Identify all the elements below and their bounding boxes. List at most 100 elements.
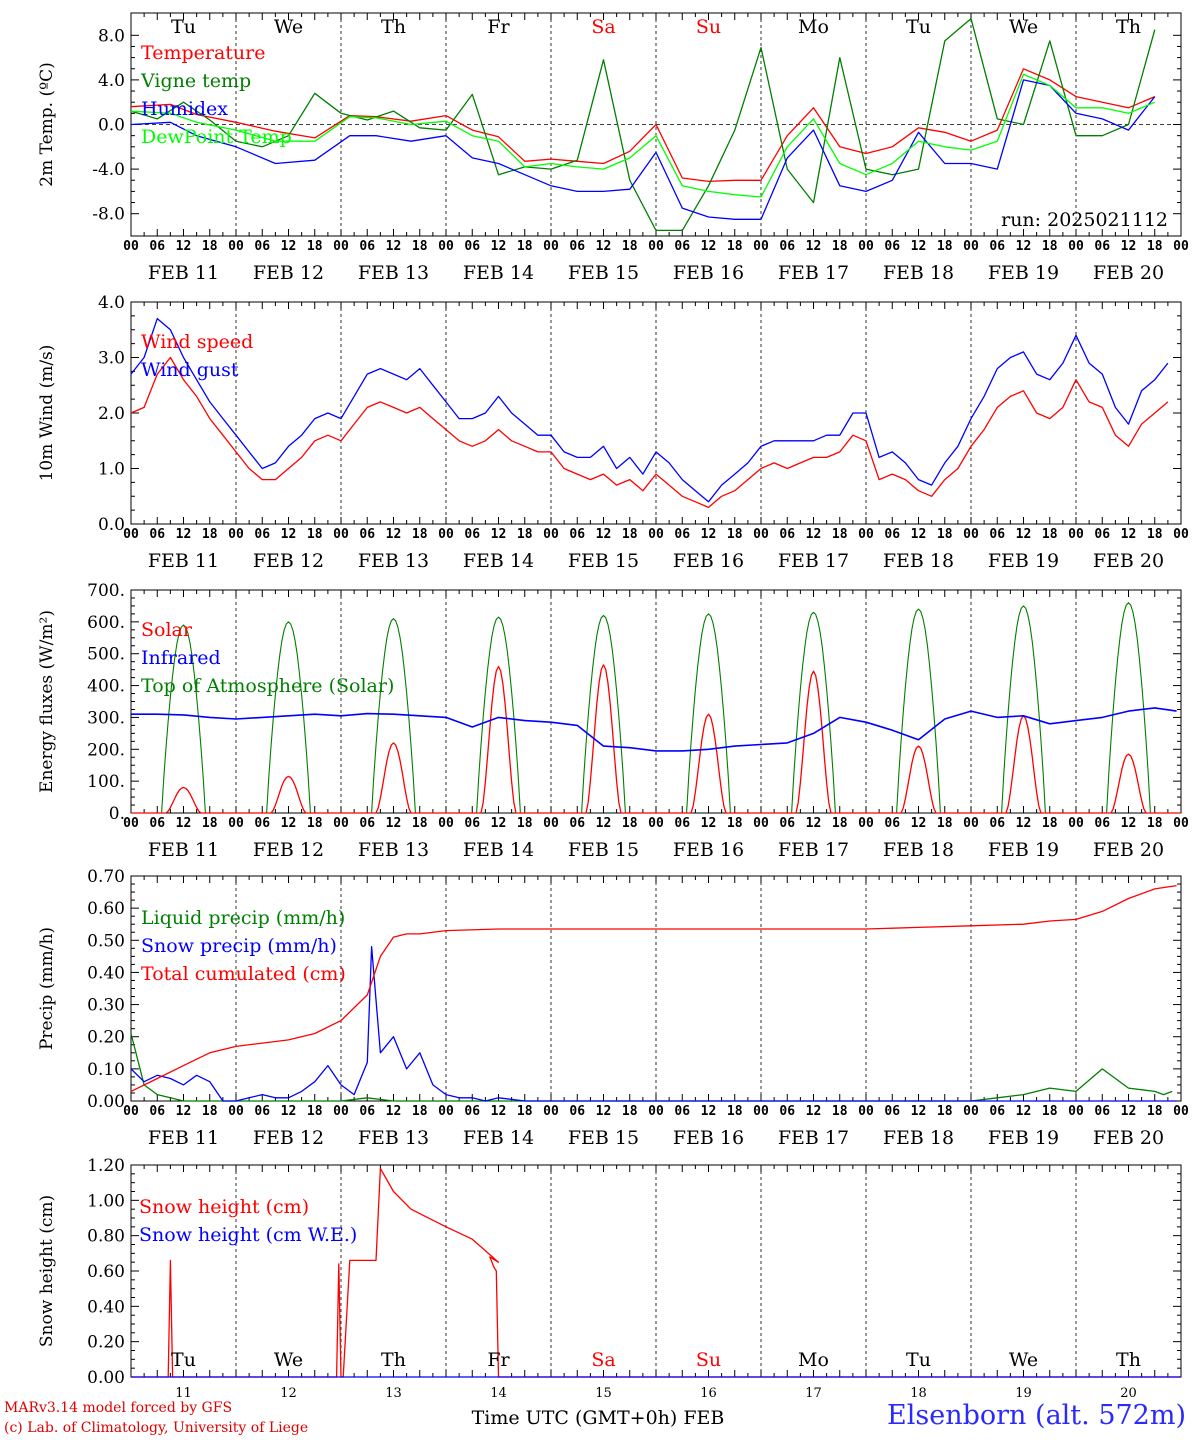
x-hour-label: 12 [911, 239, 927, 254]
x-hour-label: 06 [989, 816, 1005, 831]
x-hour-label: 18 [1147, 527, 1163, 542]
series-line-3 [130, 79, 1156, 220]
x-hour-label: 00 [1173, 527, 1189, 542]
x-hour-label: 06 [464, 1104, 480, 1119]
x-date-label: FEB 17 [778, 550, 849, 572]
x-date-label: FEB 16 [673, 839, 744, 861]
credit-line-model: MARv3.14 model forced by GFS [4, 1400, 233, 1416]
x-hour-label: 00 [858, 239, 874, 254]
y-axis-title: 10m Wind (m/s) [37, 345, 57, 482]
x-date-label: FEB 19 [988, 550, 1059, 572]
plot-frame [130, 589, 1182, 814]
credit-line-lab: (c) Lab. of Climatology, University of L… [4, 1420, 309, 1436]
x-hour-label: 00 [858, 527, 874, 542]
x-hour-label: 12 [281, 1104, 297, 1119]
x-hour-label: 00 [753, 1104, 769, 1119]
x-hour-label: 00 [753, 816, 769, 831]
x-hour-label: 00 [753, 527, 769, 542]
x-hour-label: 00 [543, 816, 559, 831]
x-hour-label: 06 [779, 1104, 795, 1119]
x-hour-label: 06 [989, 239, 1005, 254]
legend-entry: Temperature [141, 42, 265, 64]
x-hour-label: 06 [569, 239, 585, 254]
x-hour-label: 06 [674, 816, 690, 831]
x-day-number: 16 [700, 1386, 717, 1401]
x-hour-label: 06 [674, 527, 690, 542]
x-hour-label: 06 [149, 816, 165, 831]
x-hour-label: 12 [1121, 1104, 1137, 1119]
x-hour-label: 06 [989, 1104, 1005, 1119]
day-name-label: We [274, 1349, 303, 1371]
x-hour-label: 12 [806, 239, 822, 254]
x-date-label: FEB 15 [568, 839, 639, 861]
x-hour-label: 18 [727, 527, 743, 542]
x-hour-label: 06 [1094, 527, 1110, 542]
x-hour-label: 06 [464, 816, 480, 831]
y-tick-label: 600. [87, 613, 125, 633]
x-hour-label: 06 [254, 239, 270, 254]
y-tick-label: 0.40 [87, 963, 125, 983]
x-hour-label: 18 [307, 1104, 323, 1119]
x-hour-label: 00 [543, 1104, 559, 1119]
legend-entry: Snow height (cm) [139, 1196, 309, 1218]
x-hour-label: 06 [1094, 1104, 1110, 1119]
x-day-number: 13 [385, 1386, 402, 1401]
x-date-label: FEB 18 [883, 1127, 954, 1149]
day-name-label: We [1009, 1349, 1038, 1371]
y-tick-label: 200. [87, 740, 125, 760]
y-tick-label: 4.0 [98, 71, 125, 91]
y-tick-label: 300. [87, 708, 125, 728]
x-hour-label: 12 [176, 239, 192, 254]
y-tick-label: 0.60 [87, 1262, 125, 1282]
x-hour-label: 00 [1173, 816, 1189, 831]
y-tick-label: 4.0 [98, 293, 125, 313]
day-name-label: Th [381, 16, 406, 38]
x-hour-label: 00 [333, 239, 349, 254]
station-label: Elsenborn (alt. 572m) [887, 1400, 1186, 1431]
x-hour-label: 06 [359, 816, 375, 831]
x-hour-label: 18 [1042, 816, 1058, 831]
x-hour-label: 00 [438, 527, 454, 542]
y-tick-label: 1.20 [87, 1156, 125, 1176]
x-date-label: FEB 13 [358, 550, 429, 572]
y-tick-label: 0.00 [87, 1092, 125, 1112]
x-hour-label: 12 [386, 239, 402, 254]
x-hour-label: 12 [701, 239, 717, 254]
x-hour-label: 06 [779, 816, 795, 831]
legend-entry: Vigne temp [140, 70, 251, 92]
y-tick-label: 0.20 [87, 1333, 125, 1353]
x-date-label: FEB 19 [988, 1127, 1059, 1149]
x-hour-label: 18 [937, 527, 953, 542]
day-name-label: Th [1116, 16, 1141, 38]
x-hour-label: 00 [753, 239, 769, 254]
x-date-label: FEB 11 [148, 1127, 219, 1149]
y-tick-label: 0.40 [87, 1297, 125, 1317]
legend-entry: Total cumulated (cm) [141, 963, 346, 985]
x-hour-label: 00 [438, 239, 454, 254]
series-line-1 [130, 356, 1169, 509]
x-hour-label: 18 [517, 239, 533, 254]
x-hour-label: 06 [884, 527, 900, 542]
y-tick-label: 2.0 [98, 404, 125, 424]
x-hour-label: 00 [228, 527, 244, 542]
x-hour-label: 18 [202, 239, 218, 254]
x-hour-label: 00 [228, 816, 244, 831]
x-hour-label: 12 [701, 816, 717, 831]
legend-entry: DewPoint Temp [141, 126, 292, 148]
x-date-label: FEB 17 [778, 262, 849, 284]
x-hour-label: 06 [674, 1104, 690, 1119]
y-tick-label: 0. [109, 804, 125, 824]
x-date-label: FEB 14 [463, 839, 534, 861]
x-hour-label: 06 [464, 239, 480, 254]
x-hour-label: 06 [359, 239, 375, 254]
series-line-1 [130, 1033, 1173, 1102]
day-name-label: Sa [591, 1349, 615, 1371]
legend-entry: Snow height (cm W.E.) [139, 1224, 357, 1246]
x-hour-label: 18 [202, 1104, 218, 1119]
x-hour-label: 06 [779, 239, 795, 254]
x-hour-label: 18 [622, 527, 638, 542]
x-hour-label: 12 [1016, 239, 1032, 254]
x-hour-label: 12 [911, 527, 927, 542]
legend-entry: Snow precip (mm/h) [141, 935, 337, 957]
